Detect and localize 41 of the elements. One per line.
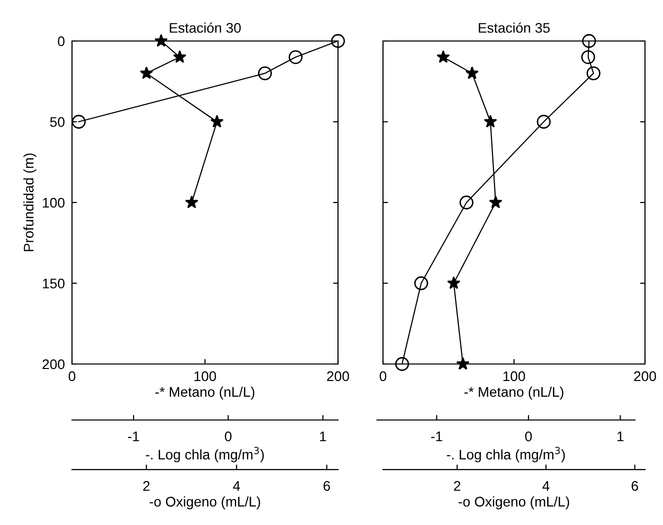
x-tick-label: 100 [194,371,216,382]
text: -. Log chla (mg/m$^{3}$) [146,446,264,462]
point [210,114,224,128]
point [465,66,479,80]
x2-axis-title: -o Oxigeno (mL/L) [458,496,570,510]
y-tick-label: 50 [50,117,65,127]
text: 0 [525,431,532,442]
x-tick-label: 200 [327,371,350,382]
y-tick-label: 100 [42,198,65,208]
x2-tick-label: 4 [542,481,550,491]
chart-title: Estación 30 [170,22,241,33]
x-tick-label: 0 [68,371,76,382]
y-tick-label: 200 [42,359,65,370]
point [436,50,450,63]
x2-tick-label: 2 [143,481,150,491]
text: -. Log chla (mg/m$^{3}$) [446,446,565,462]
point [173,50,186,63]
x-tick-label: 200 [634,371,656,382]
point [185,196,198,208]
x-tick-label: 0 [380,371,386,382]
point [489,196,502,208]
y-tick-label: 0 [58,36,65,46]
y-axis-title: Profundidad (m) [23,154,36,252]
x2-tick-label: 4 [233,481,240,491]
x-tick-label: 100 [503,371,526,382]
x2-tick-label: 6 [632,481,638,491]
y-tick-label: 150 [42,278,65,288]
point [447,276,460,289]
x-axis-title: -* Metano (nL/L) [155,386,254,400]
x2-tick-label: 2 [454,481,460,491]
text: 1 [320,432,326,442]
point [140,66,154,80]
text: 1 [618,432,624,442]
x-axis-title: -* Metano (nL/L) [464,386,564,400]
point [484,114,498,128]
text: -1 [128,432,140,442]
chart-title: Estación 35 [478,22,550,33]
x2-tick-label: 6 [324,481,330,491]
x2-axis-title: -o Oxigeno (mL/L) [150,496,260,510]
text: -1 [431,432,442,442]
text: 0 [224,431,232,442]
